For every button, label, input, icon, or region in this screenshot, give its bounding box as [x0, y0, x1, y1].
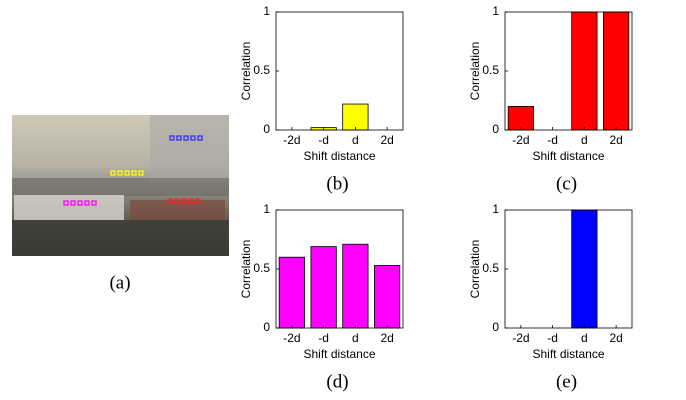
axes-box — [275, 209, 404, 329]
marker-row — [167, 198, 201, 204]
caption: (c) — [556, 173, 577, 194]
x-tick-label: 2d — [609, 331, 622, 345]
bar — [374, 265, 401, 329]
y-tick-label: 0 — [492, 122, 499, 136]
y-tick-label: 1 — [492, 202, 499, 216]
y-tick-label: 0.5 — [482, 261, 499, 275]
caption: (b) — [326, 173, 348, 194]
x-tick-label: d — [581, 133, 588, 147]
x-tick-label: -2d — [512, 133, 529, 147]
y-axis-label: Correlation — [239, 42, 253, 101]
bar — [310, 246, 337, 329]
y-tick-label: 0.5 — [482, 63, 499, 77]
x-tick-label: d — [352, 331, 359, 345]
x-tick-label: -2d — [512, 331, 529, 345]
caption: (d) — [326, 371, 348, 392]
x-tick-label: -d — [547, 133, 558, 147]
photo-building — [14, 195, 124, 220]
y-axis-label: Correlation — [468, 240, 482, 299]
axes-box — [504, 11, 633, 131]
x-tick-label: -2d — [283, 331, 300, 345]
bar — [342, 103, 369, 131]
bar — [571, 209, 598, 329]
y-tick-label: 1 — [492, 4, 499, 18]
y-tick-label: 1 — [263, 4, 270, 18]
bar — [278, 256, 305, 329]
x-axis-label: Shift distance — [303, 149, 375, 163]
y-tick-label: 0 — [492, 320, 499, 334]
y-tick-label: 1 — [263, 202, 270, 216]
y-axis-label: Correlation — [468, 42, 482, 101]
photo-overlay — [150, 115, 229, 185]
x-tick-label: d — [581, 331, 588, 345]
x-tick-label: -d — [547, 331, 558, 345]
axes-box — [275, 11, 404, 131]
photo-skyline — [12, 178, 229, 196]
bar — [507, 106, 534, 131]
bar — [342, 243, 369, 329]
caption: (a) — [109, 272, 130, 293]
marker-row — [110, 170, 144, 176]
x-tick-label: 2d — [380, 133, 393, 147]
x-axis-label: Shift distance — [532, 149, 604, 163]
y-tick-label: 0 — [263, 122, 270, 136]
x-tick-label: d — [352, 133, 359, 147]
marker-row — [169, 135, 203, 141]
y-tick-label: 0.5 — [253, 63, 270, 77]
bar — [603, 11, 630, 131]
photo-building — [130, 200, 225, 220]
markers — [63, 135, 203, 206]
marker-row — [63, 200, 97, 206]
x-tick-label: -2d — [283, 133, 300, 147]
bar — [571, 11, 598, 131]
x-tick-label: 2d — [609, 133, 622, 147]
photo-foreground — [12, 220, 229, 256]
y-tick-label: 0.5 — [253, 261, 270, 275]
x-axis-label: Shift distance — [532, 347, 604, 361]
caption: (e) — [556, 371, 577, 392]
y-axis-label: Correlation — [239, 240, 253, 299]
photo — [12, 115, 229, 256]
axes-box — [504, 209, 633, 329]
x-axis-label: Shift distance — [303, 347, 375, 361]
x-tick-label: -d — [318, 133, 329, 147]
x-tick-label: -d — [318, 331, 329, 345]
y-tick-label: 0 — [263, 320, 270, 334]
x-tick-label: 2d — [380, 331, 393, 345]
